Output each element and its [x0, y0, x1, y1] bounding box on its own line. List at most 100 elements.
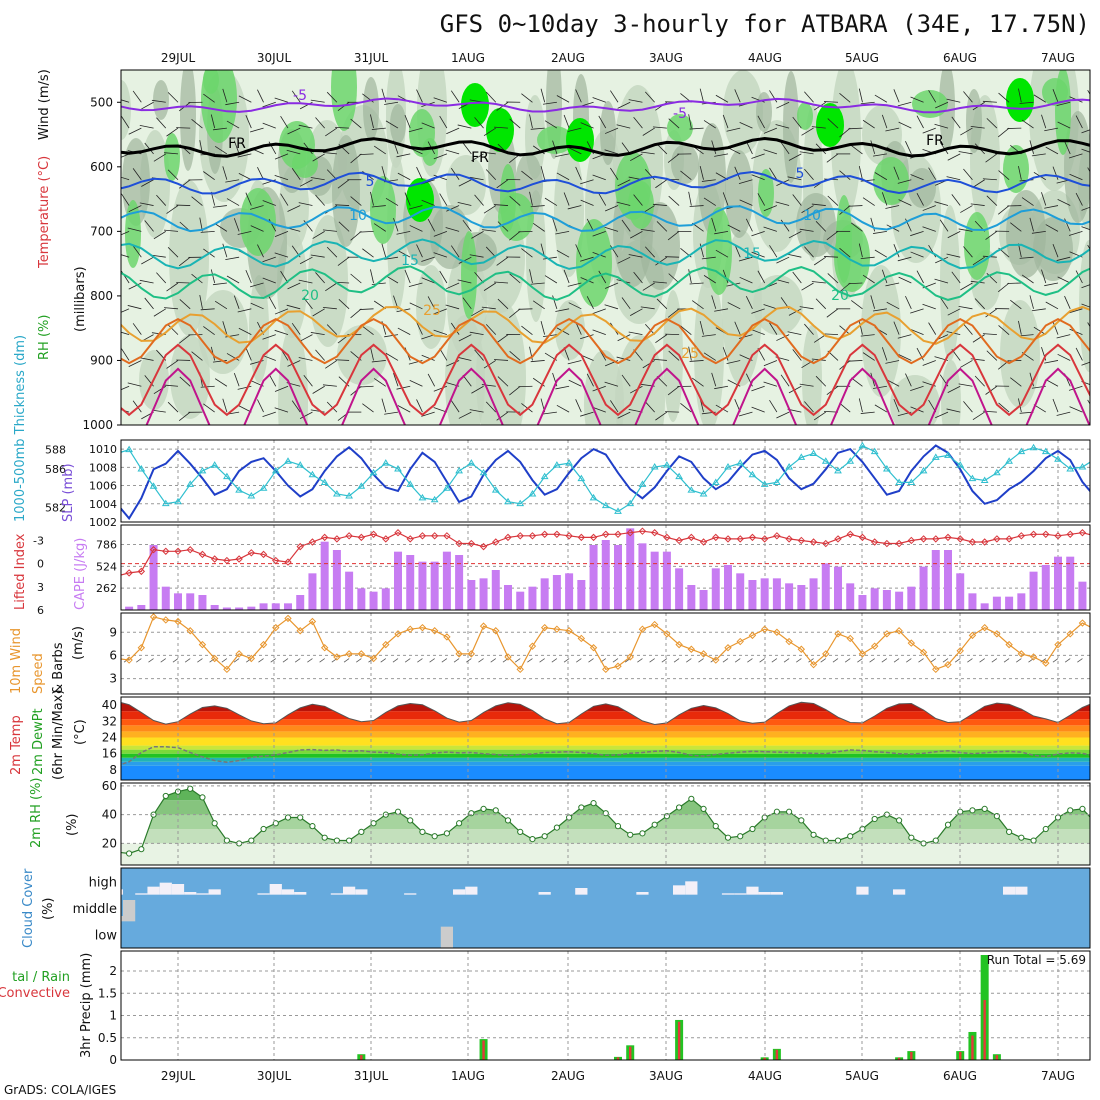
- wind-barb: [274, 252, 289, 258]
- wind-barb: [972, 411, 985, 421]
- wind-barb: [922, 303, 936, 310]
- wind-barb: [496, 179, 509, 189]
- wind-barb: [972, 179, 985, 188]
- wind-barb: [598, 270, 607, 284]
- wind-barb: [870, 217, 876, 232]
- wind-barb: [689, 282, 704, 285]
- wind-barb: [529, 269, 533, 284]
- top-date-label: 1AUG: [451, 51, 485, 65]
- wind-barb: [233, 372, 240, 387]
- wind-barb: [640, 306, 655, 310]
- wind-barb: [397, 327, 411, 335]
- wind-speed-marker: [919, 648, 928, 657]
- rh-marker: [700, 805, 707, 812]
- wind-barb: [151, 409, 166, 413]
- wind-barb: [532, 300, 545, 310]
- precip-bars: [357, 955, 1001, 1060]
- wind-barb: [1031, 308, 1046, 312]
- wind-barb: [617, 179, 631, 187]
- wind-barb: [222, 398, 228, 413]
- wind-barb: [928, 322, 937, 335]
- precip-convective-bar: [677, 1021, 681, 1060]
- lifted-index-marker: [296, 542, 304, 551]
- rh-marker: [676, 804, 683, 811]
- wind-barb: [851, 145, 863, 155]
- thickness-marker: [467, 459, 476, 466]
- thickness-marker: [589, 493, 598, 501]
- temp-line: [121, 701, 1090, 726]
- thickness-marker: [247, 491, 256, 499]
- temp-band: [121, 749, 1090, 754]
- wind-barb: [132, 400, 142, 413]
- precip-tick-label: 1.5: [98, 986, 117, 1000]
- cape-bar: [308, 573, 317, 610]
- wind-barb: [439, 193, 448, 206]
- thickness-marker: [736, 459, 745, 466]
- rh-shade-green: [240, 188, 276, 256]
- cloud-cell: [1003, 886, 1016, 895]
- rh-marker: [1067, 807, 1074, 814]
- wind-barb: [373, 145, 387, 155]
- wind-speed-marker: [956, 647, 964, 655]
- wind-barb: [153, 153, 166, 162]
- bottom-date-label: 30JUL: [257, 1069, 292, 1083]
- lifted-index-marker: [235, 555, 243, 563]
- cape-bar: [442, 551, 451, 610]
- temp-contour-low: [145, 367, 1090, 425]
- wind-barb: [985, 231, 998, 240]
- bottom-date-label: 7AUG: [1041, 1069, 1075, 1083]
- wind-barb: [910, 251, 924, 258]
- wind-barb: [751, 153, 765, 159]
- profile-ylabel-temperature: Temperature (°C): [37, 156, 52, 269]
- wind-barb: [960, 282, 973, 291]
- wind-barb: [881, 269, 888, 284]
- wind-barb: [128, 205, 142, 213]
- cape-bar: [394, 551, 402, 610]
- rh-line: [121, 788, 1090, 855]
- lifted-index-marker: [114, 573, 120, 579]
- wind-barb: [621, 219, 631, 232]
- wind-barb: [156, 194, 167, 206]
- thickness-marker: [271, 466, 280, 474]
- wind-barb: [287, 127, 301, 135]
- wind-barb: [439, 115, 448, 129]
- wind-barb: [110, 374, 117, 386]
- lifted-index-marker: [809, 538, 818, 546]
- wind-barb: [128, 282, 142, 290]
- wind-barb: [610, 90, 619, 103]
- rh-marker: [651, 821, 658, 828]
- contour-label: 25: [423, 303, 441, 319]
- wind-barb: [757, 115, 766, 129]
- thickness-marker: [577, 474, 586, 482]
- wind-speed-marker: [235, 650, 243, 658]
- cape-bar: [161, 586, 170, 610]
- temp-contour: [121, 305, 1090, 345]
- wind-barb: [257, 244, 264, 258]
- wind-barb: [408, 127, 423, 133]
- lifted-index-marker: [272, 556, 280, 565]
- wind-barb: [262, 256, 276, 263]
- wind-barb: [350, 308, 362, 319]
- wind-barb: [910, 174, 924, 181]
- top-date-label: 3AUG: [649, 51, 683, 65]
- wind-barb: [262, 277, 276, 284]
- wind-barb: [1056, 101, 1071, 107]
- wind-speed-marker: [186, 627, 194, 635]
- lifted-index-marker: [198, 550, 207, 559]
- wind-barb: [1044, 205, 1059, 209]
- wind-barb: [166, 205, 179, 214]
- rh-marker: [724, 834, 732, 841]
- wind-barb: [656, 298, 668, 310]
- wind-barb: [104, 278, 117, 283]
- wind-barb: [350, 273, 362, 284]
- cape-bar: [980, 603, 989, 610]
- wind-barb: [621, 374, 631, 387]
- thickness-marker: [223, 472, 231, 480]
- wind-speed-marker: [125, 656, 133, 664]
- wind-tick-label: 3: [109, 672, 117, 686]
- wind-barb: [416, 321, 423, 335]
- wind-barb: [997, 282, 1010, 293]
- cape-bar: [504, 585, 512, 610]
- rh-shade-mid: [1000, 300, 1040, 408]
- wind-barb: [1052, 166, 1059, 180]
